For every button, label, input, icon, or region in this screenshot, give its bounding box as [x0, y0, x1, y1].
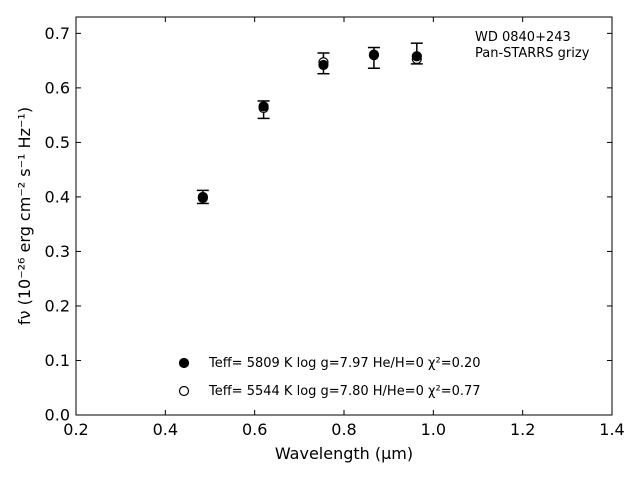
legend-label-2: Teff= 5544 K log g=7.80 H/He=0 χ²=0.77 — [208, 384, 481, 399]
x-tick-label: 0.8 — [331, 420, 356, 439]
y-tick-label: 0.0 — [45, 406, 70, 425]
survey-annotation: Pan-STARRS grizy — [475, 46, 590, 61]
legend-marker-open — [178, 385, 190, 397]
x-tick-label: 0.6 — [242, 420, 267, 439]
y-tick-label: 0.5 — [45, 133, 70, 152]
y-tick-label: 0.2 — [45, 296, 70, 315]
x-axis-title: Wavelength (μm) — [275, 444, 413, 463]
object-name-annotation: WD 0840+243 — [475, 30, 571, 45]
y-tick-label: 0.4 — [45, 187, 70, 206]
model-point-filled — [411, 51, 422, 62]
x-tick-label: 0.4 — [153, 420, 178, 439]
legend-marker-filled — [178, 357, 190, 369]
y-tick-label: 0.6 — [45, 78, 70, 97]
legend: Teff= 5809 K log g=7.97 He/H=0 χ²=0.20 T… — [178, 356, 481, 399]
y-tick-label: 0.7 — [45, 24, 70, 43]
model-point-filled — [197, 191, 208, 203]
model-point-filled — [368, 49, 380, 60]
y-axis: 0.0 0.1 0.2 0.3 0.4 0.5 0.6 0.7 — [45, 24, 612, 425]
x-tick-label: 0.2 — [63, 420, 88, 439]
y-axis-title: fν (10⁻²⁶ erg cm⁻² s⁻¹ Hz⁻¹) — [15, 107, 34, 325]
model-point-filled — [318, 59, 329, 71]
model-point-filled — [258, 101, 269, 112]
y-tick-label: 0.3 — [45, 242, 70, 261]
data-markers — [197, 49, 422, 204]
x-tick-label: 1.0 — [421, 420, 446, 439]
y-tick-label: 0.1 — [45, 351, 70, 370]
legend-label-1: Teff= 5809 K log g=7.97 He/H=0 χ²=0.20 — [208, 356, 481, 371]
error-bars — [196, 42, 423, 205]
x-tick-label: 1.2 — [510, 420, 535, 439]
x-axis: 0.2 0.4 0.6 0.8 1.0 1.2 1.4 — [63, 17, 625, 439]
x-tick-label: 1.4 — [599, 420, 624, 439]
